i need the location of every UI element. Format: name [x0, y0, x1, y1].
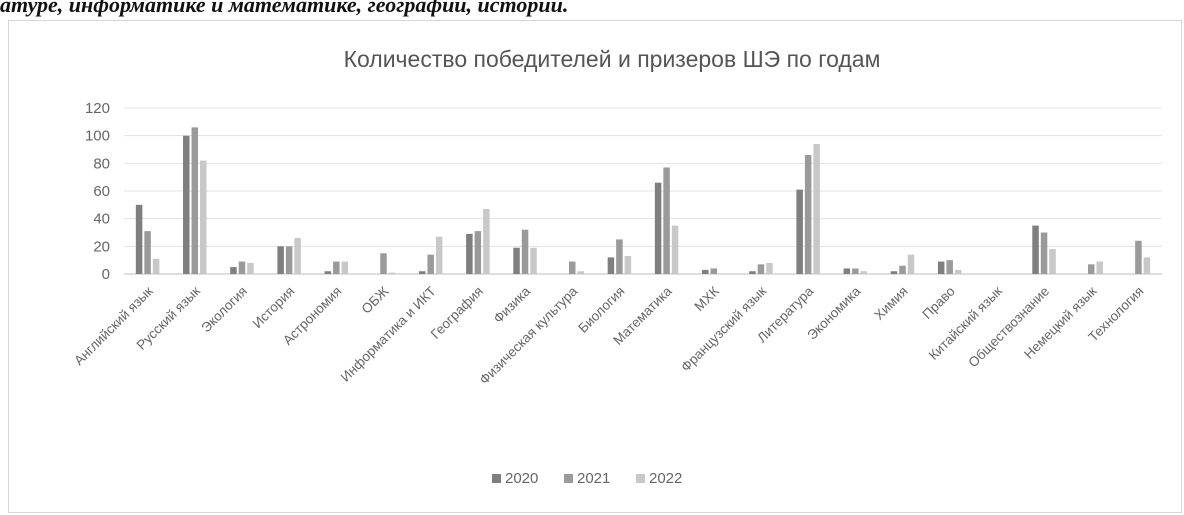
- legend: 2020 2021 2022: [492, 470, 682, 487]
- bar-2022: [860, 271, 868, 274]
- page-heading-fragment: атуре, информатике и математике, географ…: [0, 0, 569, 17]
- bar-2021: [663, 167, 670, 274]
- x-category-label: История: [250, 284, 298, 332]
- bar-2022: [247, 262, 254, 274]
- bar-2022: [435, 236, 443, 274]
- x-category-label: Экология: [198, 284, 250, 336]
- bar-2022: [200, 160, 207, 274]
- bar-2022: [907, 254, 915, 274]
- y-tick-label: 20: [93, 238, 110, 255]
- bar-2022: [1049, 249, 1056, 274]
- legend-swatch: [636, 474, 645, 483]
- bar-2022: [530, 247, 537, 274]
- bar-2021: [191, 127, 199, 274]
- bar-2021: [804, 155, 812, 274]
- bar-2020: [654, 182, 662, 274]
- y-tick-label: 0: [102, 266, 110, 283]
- x-category-label: Информатика и ИКТ: [338, 284, 439, 385]
- bar-2022: [483, 208, 490, 274]
- bar-2021: [1135, 240, 1142, 274]
- legend-swatch: [492, 474, 501, 483]
- bar-2022: [294, 238, 301, 274]
- chart-title: Количество победителей и призеров ШЭ по …: [344, 46, 881, 72]
- bar-2021: [757, 264, 765, 274]
- x-category-label: Французский язык: [678, 283, 769, 374]
- bar-2022: [1143, 257, 1151, 274]
- bar-2022: [766, 262, 773, 274]
- bar-2020: [1032, 225, 1039, 274]
- y-tick-label: 40: [93, 211, 110, 228]
- y-tick-label: 100: [85, 128, 110, 145]
- bar-2021: [946, 260, 953, 274]
- x-category-label: Английский язык: [71, 283, 156, 368]
- bar-2022: [388, 272, 396, 274]
- bar-2020: [890, 271, 898, 274]
- bar-2022: [671, 225, 679, 274]
- bar-2021: [474, 231, 482, 274]
- x-category-label: Физическая культура: [476, 283, 580, 387]
- bar-2021: [333, 261, 340, 274]
- x-category-label: Химия: [871, 284, 910, 323]
- bar-2020: [937, 261, 945, 274]
- bar-2022: [1096, 261, 1103, 274]
- bar-2021: [710, 268, 718, 274]
- bar-2020: [230, 267, 237, 274]
- bar-2020: [324, 271, 332, 274]
- bar-2020: [607, 257, 615, 274]
- y-tick-label: 120: [85, 100, 110, 117]
- bar-2021: [616, 239, 623, 274]
- bar-2022: [577, 271, 584, 274]
- bar-2020: [843, 268, 851, 274]
- y-tick-label: 60: [93, 183, 110, 200]
- bar-2021: [427, 254, 434, 274]
- bar-2022: [954, 269, 962, 274]
- bar-2022: [152, 258, 160, 274]
- x-category-label: МХК: [691, 283, 722, 314]
- bar-2022: [624, 256, 632, 274]
- bar-2020: [135, 204, 143, 274]
- legend-label: 2021: [577, 470, 610, 487]
- bar-2021: [1087, 264, 1095, 274]
- x-category-label: Обществознание: [965, 284, 1052, 371]
- bar-2021: [568, 261, 576, 274]
- bar-2022: [813, 143, 820, 274]
- bar-2020: [277, 246, 284, 274]
- bar-2022: [341, 261, 349, 274]
- legend-label: 2022: [649, 470, 682, 487]
- bar-2021: [380, 253, 387, 274]
- bar-2021: [899, 265, 906, 274]
- legend-swatch: [564, 474, 573, 483]
- bar-2021: [852, 268, 859, 274]
- x-category-label: Право: [919, 284, 957, 322]
- bar-2020: [749, 271, 756, 274]
- bar-2020: [702, 269, 709, 274]
- bar-2020: [183, 135, 190, 274]
- bar-2021: [238, 261, 246, 274]
- bar-2020: [466, 233, 473, 274]
- bar-2021: [144, 231, 151, 274]
- bar-2021: [521, 229, 529, 274]
- x-category-label: Физика: [491, 283, 534, 326]
- bar-2021: [1040, 232, 1048, 274]
- bar-2020: [513, 247, 520, 274]
- y-tick-label: 80: [93, 155, 110, 172]
- bar-2020: [796, 189, 803, 274]
- x-category-label: ОБЖ: [359, 283, 392, 316]
- legend-label: 2020: [505, 470, 538, 487]
- bar-2021: [285, 246, 293, 274]
- bar-2020: [418, 271, 426, 274]
